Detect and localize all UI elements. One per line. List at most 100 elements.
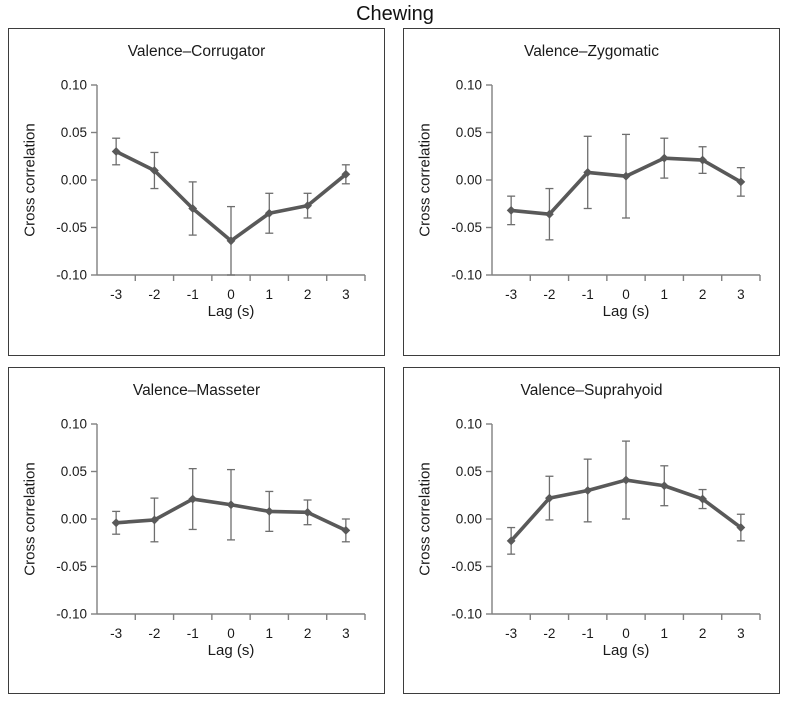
chart-canvas: 0.10 0.05 0.00 -0.05 -0.10 -3 -2 -1 0 1 2 3: [56, 78, 366, 301]
y-tick-label: -0.10: [451, 607, 482, 622]
y-axis-label: Cross correlation: [21, 462, 39, 576]
data-point-marker: [506, 536, 516, 546]
x-tick-label: 1: [266, 626, 274, 640]
data-point-marker: [621, 171, 631, 181]
data-point-marker: [545, 493, 554, 503]
x-axis-label: Lag (s): [207, 303, 255, 320]
x-tick-label: -2: [148, 626, 160, 640]
x-tick-label: 1: [661, 626, 669, 640]
y-tick-label: 0.10: [456, 417, 482, 432]
chart-area: 0.10 0.05 0.00 -0.05 -0.10 -3 -2 -1 0 1 2 3 Cross c…: [404, 400, 779, 693]
x-tick-label: 2: [304, 287, 312, 301]
x-tick-label: -2: [543, 626, 555, 640]
y-tick-label: -0.10: [56, 268, 87, 283]
figure-title: Chewing: [356, 3, 434, 25]
data-point-marker: [341, 526, 351, 535]
data-point-marker: [150, 166, 159, 175]
data-point-marker: [111, 518, 121, 528]
panel-grid: Valence–Corrugator 0.10 0.05 0.00 -0.05 -0.1…: [0, 27, 790, 694]
y-tick-label: 0.05: [456, 464, 482, 479]
data-point-marker: [659, 481, 669, 491]
panel-title: Valence–Zygomatic: [524, 43, 659, 60]
chart-area: 0.10 0.05 0.00 -0.05 -0.10 -3 -2 -1 0 1 2 3 Cross c…: [404, 61, 779, 355]
x-tick-label: -3: [110, 626, 122, 640]
y-axis-label: Cross correlation: [416, 123, 434, 237]
data-point-marker: [545, 209, 554, 219]
data-point-marker: [506, 206, 516, 215]
data-point-marker: [698, 494, 707, 504]
x-tick-label: -2: [543, 287, 555, 301]
y-tick-label: 0.05: [456, 125, 482, 140]
data-point-marker: [111, 147, 121, 156]
y-axis-label: Cross correlation: [21, 123, 39, 237]
panel-valence-corrugator: Valence–Corrugator 0.10 0.05 0.00 -0.05 -0.1…: [8, 28, 385, 356]
y-tick-label: -0.10: [451, 268, 482, 283]
x-tick-label: 3: [737, 287, 745, 301]
x-tick-label: -3: [110, 287, 122, 301]
data-point-marker: [341, 169, 351, 179]
x-tick-label: 1: [266, 287, 274, 301]
y-tick-label: -0.05: [451, 559, 482, 574]
x-tick-label: 1: [661, 287, 669, 301]
panel-valence-zygomatic: Valence–Zygomatic 0.10 0.05 0.00 -0.05 -0.10…: [403, 28, 780, 356]
y-tick-label: 0.10: [456, 78, 482, 93]
x-tick-label: 0: [622, 626, 630, 640]
panel-title: Valence–Masseter: [132, 382, 261, 399]
y-tick-label: 0.00: [456, 173, 482, 188]
data-point-marker: [583, 486, 593, 495]
chart-canvas: 0.10 0.05 0.00 -0.05 -0.10 -3 -2 -1 0 1 2 3: [56, 417, 366, 640]
data-point-marker: [188, 204, 198, 213]
data-point-marker: [226, 500, 236, 510]
x-tick-label: -3: [505, 626, 517, 640]
x-tick-label: -1: [582, 287, 594, 301]
data-point-marker: [150, 515, 159, 525]
y-tick-label: -0.05: [451, 220, 482, 235]
y-tick-label: 0.00: [456, 512, 482, 527]
x-tick-label: -1: [187, 626, 199, 640]
y-tick-label: -0.05: [56, 220, 87, 235]
x-tick-label: 3: [342, 287, 350, 301]
y-tick-label: 0.10: [61, 417, 87, 432]
chart-area: 0.10 0.05 0.00 -0.05 -0.10 -3 -2 -1 0 1 2 3 Cross c…: [9, 400, 384, 693]
x-tick-label: -3: [505, 287, 517, 301]
x-tick-label: 0: [622, 287, 630, 301]
chart-area: 0.10 0.05 0.00 -0.05 -0.10 -3 -2 -1 0 1 2 3 Cross c…: [9, 61, 384, 355]
x-tick-label: 3: [342, 626, 350, 640]
panel-title: Valence–Corrugator: [127, 43, 266, 60]
y-tick-label: 0.00: [61, 512, 87, 527]
x-axis-label: Lag (s): [207, 642, 255, 659]
data-point-marker: [583, 168, 593, 177]
x-tick-label: 2: [304, 626, 312, 640]
chart-canvas: 0.10 0.05 0.00 -0.05 -0.10 -3 -2 -1 0 1 2 3: [451, 78, 761, 301]
data-point-marker: [226, 236, 236, 246]
data-point-marker: [264, 507, 274, 516]
x-axis-label: Lag (s): [602, 642, 650, 659]
data-point-marker: [303, 201, 312, 211]
y-tick-label: -0.10: [56, 607, 87, 622]
data-point-marker: [264, 208, 274, 218]
data-point-marker: [698, 155, 707, 165]
panel-valence-masseter: Valence–Masseter 0.10 0.05 0.00 -0.05 -0.10 -…: [8, 367, 385, 694]
x-tick-label: 0: [227, 626, 235, 640]
x-axis-label: Lag (s): [602, 303, 650, 320]
panel-valence-suprahyoid: Valence–Suprahyoid 0.10 0.05 0.00 -0.05 -0.1…: [403, 367, 780, 694]
x-tick-label: -2: [148, 287, 160, 301]
data-point-marker: [621, 475, 631, 485]
x-tick-label: -1: [582, 626, 594, 640]
data-point-marker: [736, 177, 746, 187]
y-tick-label: 0.00: [61, 173, 87, 188]
y-tick-label: 0.10: [61, 78, 87, 93]
data-point-marker: [736, 523, 746, 532]
y-tick-label: 0.05: [61, 125, 87, 140]
data-point-marker: [188, 494, 198, 504]
x-tick-label: 3: [737, 626, 745, 640]
data-point-marker: [303, 507, 312, 517]
y-axis-label: Cross correlation: [416, 462, 434, 576]
x-tick-label: 2: [699, 626, 707, 640]
x-tick-label: 0: [227, 287, 235, 301]
x-tick-label: -1: [187, 287, 199, 301]
y-tick-label: -0.05: [56, 559, 87, 574]
y-tick-label: 0.05: [61, 464, 87, 479]
x-tick-label: 2: [699, 287, 707, 301]
